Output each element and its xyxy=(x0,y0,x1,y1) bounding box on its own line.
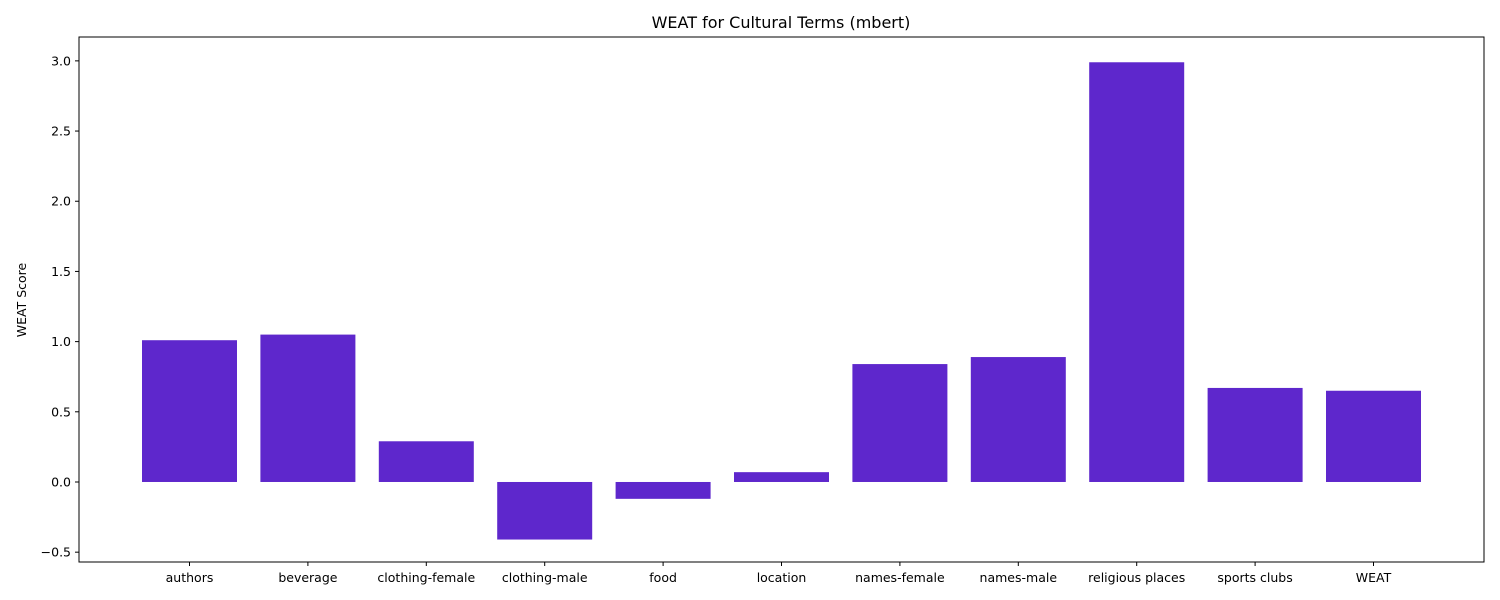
chart-title: WEAT for Cultural Terms (mbert) xyxy=(652,13,911,32)
bar-names-male xyxy=(970,357,1066,482)
x-tick-label: sports clubs xyxy=(1217,570,1292,585)
bar-sports-clubs xyxy=(1207,387,1303,482)
y-tick-label: 0.0 xyxy=(51,474,71,489)
x-axis-ticks: authors beverage clothing-female clothing-m… xyxy=(166,562,1392,585)
y-tick-label: 1.5 xyxy=(51,264,71,279)
x-tick-label: WEAT xyxy=(1356,570,1392,585)
y-tick-label: 2.5 xyxy=(51,124,71,139)
x-tick-label: religious places xyxy=(1088,570,1185,585)
x-tick-label: clothing-male xyxy=(502,570,588,585)
y-tick-label: 0.5 xyxy=(51,404,71,419)
x-tick-label: location xyxy=(757,570,807,585)
bar-religious-places xyxy=(1089,62,1185,482)
bar-clothing-male xyxy=(497,481,593,540)
bars-group xyxy=(142,62,1421,540)
bar-beverage xyxy=(260,334,356,482)
bar-names-female xyxy=(852,364,948,482)
y-axis-label: WEAT Score xyxy=(14,262,29,337)
bar-authors xyxy=(142,340,237,482)
y-tick-label: 1.0 xyxy=(51,334,71,349)
y-tick-label: 3.0 xyxy=(51,53,71,68)
bar-food xyxy=(615,481,711,499)
bar-weat xyxy=(1326,390,1421,482)
y-axis-ticks: −0.5 0.0 0.5 1.0 1.5 2.0 2.5 3.0 xyxy=(41,53,79,560)
x-tick-label: food xyxy=(649,570,677,585)
plot-frame xyxy=(78,36,1485,563)
bar-location xyxy=(734,472,829,482)
x-tick-label: clothing-female xyxy=(377,570,475,585)
x-tick-label: beverage xyxy=(278,570,337,585)
y-tick-label: −0.5 xyxy=(41,545,71,560)
bar-clothing-female xyxy=(378,441,474,482)
y-tick-label: 2.0 xyxy=(51,194,71,209)
x-tick-label: names-male xyxy=(980,570,1058,585)
x-tick-label: authors xyxy=(166,570,214,585)
x-tick-label: names-female xyxy=(855,570,945,585)
